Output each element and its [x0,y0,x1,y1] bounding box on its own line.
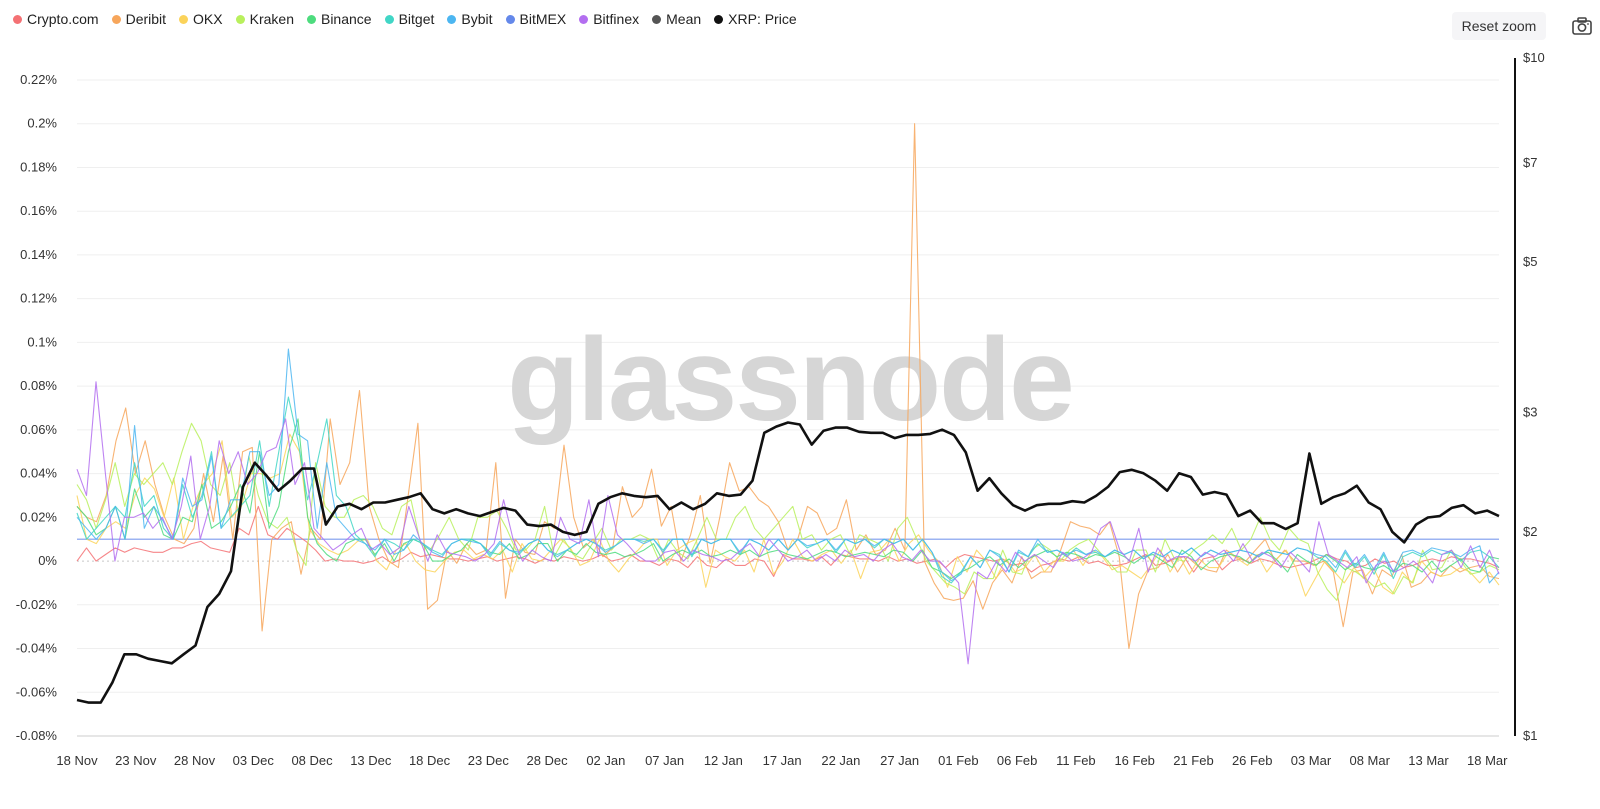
right-axis: $1 $2 $3 $5 $7 $10 [1514,50,1545,743]
x-tick-label: 22 Jan [821,753,860,768]
y-right-tick-label: $2 [1523,524,1537,539]
legend-label: Bybit [461,11,493,27]
y-left-tick-label: 0.08% [20,378,57,393]
legend-item[interactable]: Binance [306,11,372,27]
legend-dot-icon [179,14,189,24]
grid-lines [77,79,1499,737]
y-left-tick-label: 0.02% [20,509,57,524]
legend-item[interactable]: OKX [179,11,223,27]
legend-dot-icon [384,14,394,24]
x-tick-label: 08 Dec [291,753,333,768]
legend-dot-icon [579,14,589,24]
y-right-tick-label: $3 [1523,405,1537,420]
y-left-tick-label: -0.04% [16,641,58,656]
x-tick-label: 11 Feb [1056,753,1096,768]
series-line-xrp-price [76,421,1500,704]
x-tick-label: 02 Jan [586,753,625,768]
legend-label: XRP: Price [728,11,797,27]
series-line-crypto-com [76,505,1500,577]
y-left-tick-label: 0.18% [20,159,57,174]
legend-dot-icon [13,14,22,24]
x-tick-label: 01 Feb [938,753,978,768]
y-right-tick-label: $7 [1523,155,1537,170]
legend-item[interactable]: BitMEX [505,11,567,27]
camera-icon[interactable] [1570,15,1594,37]
y-left-tick-label: 0.06% [20,422,57,437]
reset-zoom-button[interactable]: Reset zoom [1452,12,1546,40]
legend-label: Binance [320,11,372,27]
x-tick-label: 13 Dec [350,753,392,768]
y-left-tick-label: 0.04% [20,466,57,481]
legend-dot-icon [652,14,662,24]
watermark: glassnode [507,314,1073,446]
x-tick-label: 18 Mar [1467,753,1508,768]
left-axis: -0.08% -0.06% -0.04% -0.02% 0% 0.02% 0.04% 0.06… [16,72,58,743]
x-tick-label: 28 Nov [174,753,216,768]
legend-label: Kraken [249,11,294,27]
legend-label: Bitget [398,11,435,27]
y-right-tick-label: $1 [1523,728,1537,743]
legend-item[interactable]: Bitfinex [579,11,639,27]
legend-label: Deribit [125,11,167,27]
legend-dot-icon [111,14,121,24]
chart-legend: Crypto.com Deribit OKX Kraken Binance Bitget B… [0,0,797,38]
legend-label: BitMEX [519,11,567,27]
series-line-okx [76,433,1500,597]
legend-dot-icon [306,14,316,24]
y-left-tick-label: -0.08% [16,728,58,743]
y-left-tick-label: 0.12% [20,291,57,306]
legend-label: Crypto.com [27,11,99,27]
legend-label: Bitfinex [593,11,640,27]
y-right-tick-label: $5 [1523,254,1537,269]
x-tick-label: 06 Feb [997,753,1037,768]
x-tick-label: 21 Feb [1173,753,1213,768]
legend-dot-icon [447,14,457,24]
legend-item[interactable]: Deribit [111,11,167,27]
x-tick-label: 12 Jan [704,753,743,768]
x-tick-label: 23 Nov [115,753,157,768]
legend-label: OKX [193,11,223,27]
legend-item[interactable]: Crypto.com [13,11,99,27]
y-left-tick-label: 0.16% [20,203,57,218]
y-left-tick-label: 0.1% [27,334,57,349]
legend-dot-icon [714,14,724,24]
y-left-tick-label: 0.22% [20,72,57,87]
x-tick-label: 13 Mar [1408,753,1449,768]
series-line-binance [76,418,1500,580]
legend-label: Mean [666,11,702,27]
x-tick-label: 18 Dec [409,753,451,768]
x-tick-label: 07 Jan [645,753,684,768]
x-tick-label: 08 Mar [1349,753,1390,768]
series-layer [76,123,1500,704]
y-left-tick-label: -0.02% [16,597,58,612]
legend-item[interactable]: Bitget [384,11,435,27]
legend-item[interactable]: XRP: Price [714,11,797,27]
y-left-tick-label: 0.2% [27,116,57,131]
x-tick-label: 28 Dec [526,753,568,768]
series-line-bybit [76,348,1500,584]
series-line-kraken [76,422,1500,601]
x-tick-label: 03 Dec [233,753,275,768]
x-tick-label: 26 Feb [1232,753,1272,768]
y-right-tick-label: $10 [1523,50,1545,65]
legend-item[interactable]: Kraken [235,11,294,27]
legend-dot-icon [505,14,515,24]
y-left-tick-label: 0% [38,553,57,568]
x-tick-label: 18 Nov [56,753,98,768]
x-tick-label: 23 Dec [468,753,510,768]
x-tick-label: 16 Feb [1114,753,1154,768]
series-line-bitfinex [76,381,1500,665]
legend-dot-icon [235,14,245,24]
x-tick-label: 17 Jan [763,753,802,768]
y-left-tick-label: -0.06% [16,684,58,699]
x-axis: 18 Nov 23 Nov 28 Nov 03 Dec 08 Dec 13 Dec 18 D… [56,753,1508,768]
x-tick-label: 03 Mar [1291,753,1332,768]
y-left-tick-label: 0.14% [20,247,57,262]
legend-item[interactable]: Bybit [447,11,493,27]
legend-item[interactable]: Mean [652,11,701,27]
x-tick-label: 27 Jan [880,753,919,768]
